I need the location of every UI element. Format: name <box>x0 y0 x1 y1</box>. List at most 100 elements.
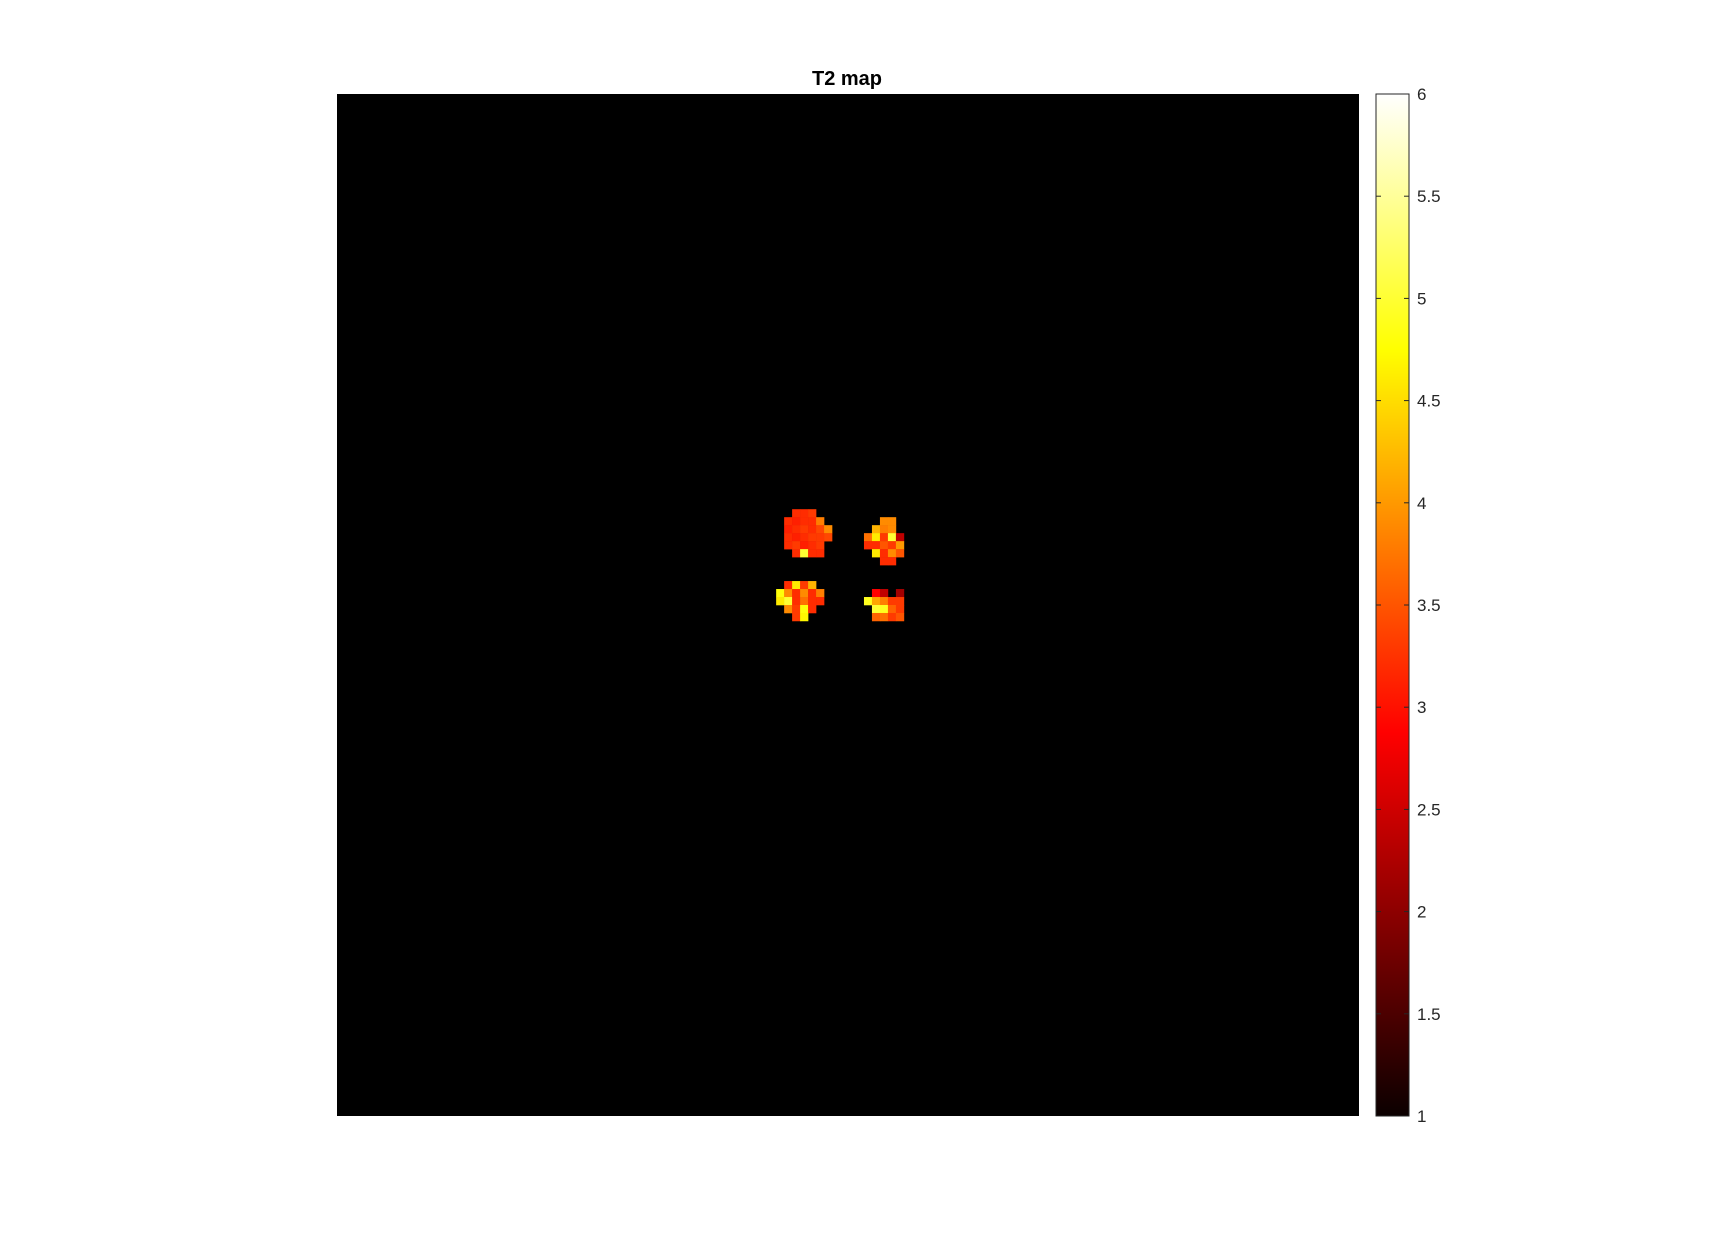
heatmap-axes <box>337 94 1359 1116</box>
heatmap-cell <box>879 589 889 598</box>
heatmap-cell <box>800 509 809 518</box>
colorbar-tick-label: 4 <box>1417 494 1426 513</box>
colorbar: 1 1.5 2 2.5 3 3.5 4 4.5 5 5.5 6 <box>1375 85 1441 1126</box>
heatmap-cell <box>808 589 817 598</box>
heatmap-cell <box>784 605 793 614</box>
heatmap-cell <box>895 612 905 622</box>
heatmap-cell <box>895 589 905 598</box>
heatmap-cell <box>887 557 897 566</box>
heatmap-cell <box>871 605 881 614</box>
heatmap-cell <box>784 589 793 598</box>
heatmap-cell <box>800 525 809 534</box>
heatmap-cell <box>887 541 897 550</box>
heatmap-cell <box>871 589 881 598</box>
heatmap-cell <box>792 597 801 606</box>
heatmap-cell <box>879 525 889 534</box>
colorbar-tick-label: 5.5 <box>1417 187 1441 206</box>
heatmap-cell <box>800 597 809 606</box>
heatmap-cell <box>863 597 873 606</box>
heatmap-cell <box>816 597 825 606</box>
colorbar-tick-label: 5 <box>1417 289 1426 308</box>
heatmap-cell <box>808 509 817 518</box>
heatmap-cell <box>784 541 793 550</box>
heatmap-cell <box>871 533 881 542</box>
colorbar-tick-label: 2 <box>1417 903 1426 922</box>
heatmap-cell <box>816 533 825 542</box>
heatmap-cell <box>887 517 897 526</box>
heatmap-cell <box>792 589 801 598</box>
heatmap-cell <box>816 589 825 598</box>
heatmap-cell <box>824 525 833 534</box>
heatmap-cell <box>792 612 801 622</box>
colorbar-tick-label: 4.5 <box>1417 392 1441 411</box>
colorbar-tick-label: 6 <box>1417 85 1426 104</box>
heatmap-cell <box>808 517 817 526</box>
colorbar-ticks: 1 1.5 2 2.5 3 3.5 4 4.5 5 5.5 6 <box>1376 85 1441 1126</box>
heatmap-cell <box>887 605 897 614</box>
heatmap-cell <box>824 533 833 542</box>
heatmap-cell <box>871 541 881 550</box>
heatmap-cell <box>784 581 793 590</box>
heatmap-cell <box>816 549 825 558</box>
heatmap-cell <box>800 517 809 526</box>
heatmap-cell <box>879 533 889 542</box>
heatmap-cell <box>808 541 817 550</box>
heatmap-cell <box>887 525 897 534</box>
heatmap-cell <box>800 533 809 542</box>
heatmap-cell <box>863 541 873 550</box>
colorbar-gradient <box>1375 93 1410 1117</box>
heatmap-cell <box>879 541 889 550</box>
heatmap-cell <box>808 597 817 606</box>
heatmap-cell <box>887 549 897 558</box>
heatmap-cell <box>792 509 801 518</box>
heatmap-cell <box>792 541 801 550</box>
heatmap-cell <box>800 589 809 598</box>
heatmap-cell <box>871 612 881 622</box>
colorbar-tick-label: 2.5 <box>1417 800 1441 819</box>
heatmap-cell <box>871 549 881 558</box>
heatmap-cell <box>792 533 801 542</box>
colorbar-tick-label: 1.5 <box>1417 1005 1441 1024</box>
heatmap-cell <box>776 597 785 606</box>
heatmap-cell <box>879 597 889 606</box>
heatmap-cell <box>887 533 897 542</box>
heatmap-cell <box>871 525 881 534</box>
heatmap-cell <box>808 549 817 558</box>
heatmap-cell <box>895 605 905 614</box>
heatmap-cell <box>879 612 889 622</box>
heatmap-cells <box>776 509 905 622</box>
heatmap-cell <box>879 517 889 526</box>
heatmap-cell <box>784 517 793 526</box>
heatmap-cell <box>816 517 825 526</box>
heatmap-cell <box>895 597 905 606</box>
heatmap-cell <box>895 533 905 542</box>
heatmap-cell <box>879 549 889 558</box>
heatmap-cell <box>808 533 817 542</box>
heatmap-cell <box>895 541 905 550</box>
heatmap-cell <box>800 541 809 550</box>
heatmap-cell <box>784 597 793 606</box>
heatmap-cell <box>792 605 801 614</box>
heatmap-cell <box>776 589 785 598</box>
heatmap-cell <box>879 557 889 566</box>
heatmap-cell <box>800 605 809 614</box>
heatmap-cell <box>800 581 809 590</box>
heatmap-cell <box>792 581 801 590</box>
heatmap-cell <box>808 525 817 534</box>
heatmap-cell <box>784 533 793 542</box>
heatmap-cell <box>887 612 897 622</box>
heatmap-cell <box>792 517 801 526</box>
heatmap-cell <box>784 525 793 534</box>
heatmap-cell <box>808 605 817 614</box>
heatmap-cell <box>871 597 881 606</box>
colorbar-tick-label: 1 <box>1417 1107 1426 1126</box>
chart-title: T2 map <box>812 68 882 90</box>
heatmap-cell <box>863 533 873 542</box>
heatmap-background <box>337 94 1359 1116</box>
heatmap-cell <box>792 549 801 558</box>
heatmap-cell <box>887 597 897 606</box>
heatmap-cell <box>895 549 905 558</box>
colorbar-tick-label: 3 <box>1417 698 1426 717</box>
heatmap-cell <box>800 612 809 622</box>
heatmap-cell <box>808 581 817 590</box>
